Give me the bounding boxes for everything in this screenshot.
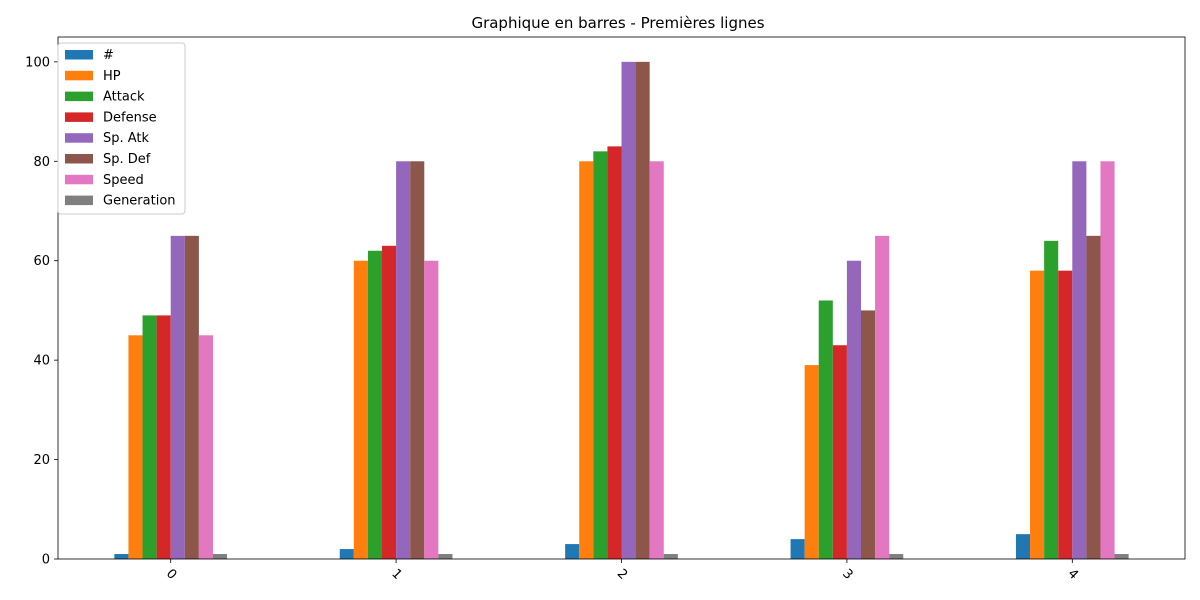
bar — [846, 260, 861, 559]
bar — [198, 335, 213, 559]
bar — [1086, 235, 1101, 559]
legend-swatch — [65, 112, 93, 122]
bar — [889, 554, 904, 559]
bar — [1015, 534, 1031, 559]
bar — [128, 335, 143, 559]
bar — [607, 146, 622, 559]
bar — [804, 365, 819, 559]
x-tick-label: 3 — [839, 566, 855, 582]
bar — [396, 161, 411, 560]
bar — [818, 300, 833, 559]
bar — [170, 235, 185, 559]
legend-swatch — [65, 70, 93, 81]
bar — [1114, 554, 1129, 559]
legend-swatch — [65, 154, 93, 164]
legend-label: HP — [103, 69, 121, 84]
y-tick-label: 0 — [42, 553, 50, 568]
bar — [1044, 240, 1059, 560]
bar — [621, 61, 636, 559]
bar — [410, 161, 425, 560]
legend-label: Generation — [103, 194, 176, 209]
legend-label: Defense — [103, 110, 157, 125]
bar — [565, 544, 580, 559]
bar — [438, 554, 453, 559]
bar — [424, 260, 439, 559]
chart-title: Graphique en barres - Premières lignes — [471, 14, 764, 32]
bar — [593, 151, 608, 560]
bar — [339, 549, 354, 559]
bar — [1100, 161, 1115, 560]
y-tick-label: 80 — [33, 155, 50, 170]
legend-label: Speed — [103, 173, 144, 188]
legend-swatch — [65, 174, 93, 185]
x-tick-label: 4 — [1065, 566, 1081, 582]
y-tick-label: 20 — [33, 453, 50, 468]
bar — [832, 345, 847, 559]
legend-box — [57, 42, 186, 215]
bar — [382, 245, 397, 560]
legend-swatch — [65, 50, 93, 60]
legend-label: Sp. Def — [103, 152, 151, 167]
bar — [579, 161, 594, 560]
y-tick-label: 100 — [25, 55, 50, 70]
bar — [860, 310, 876, 559]
bar — [114, 554, 129, 559]
bar — [156, 315, 171, 559]
legend-label: Sp. Atk — [103, 131, 150, 146]
legend-swatch — [65, 133, 93, 143]
bar — [184, 235, 199, 559]
bar — [649, 161, 664, 560]
bar — [790, 539, 805, 559]
x-tick-label: 1 — [388, 566, 404, 582]
bar — [875, 235, 890, 559]
bars-group — [114, 61, 1129, 560]
bar — [353, 260, 368, 559]
legend: # HP Attack Defense Sp. Atk Sp. Def Speed Gener… — [57, 42, 186, 215]
legend-label: # — [103, 48, 114, 63]
bar — [635, 61, 650, 559]
bar — [367, 250, 383, 559]
y-tick-label: 40 — [33, 354, 50, 369]
legend-swatch — [65, 91, 93, 102]
bar — [142, 315, 157, 559]
legend-swatch — [65, 195, 93, 206]
bar — [212, 554, 228, 559]
x-tick-label: 2 — [614, 566, 630, 582]
legend-label: Attack — [103, 90, 145, 105]
x-tick-label: 0 — [163, 566, 179, 582]
bar — [1058, 270, 1073, 559]
bar — [1072, 161, 1087, 560]
bar — [663, 554, 678, 559]
y-tick-label: 60 — [33, 254, 50, 269]
bar — [1030, 270, 1045, 559]
